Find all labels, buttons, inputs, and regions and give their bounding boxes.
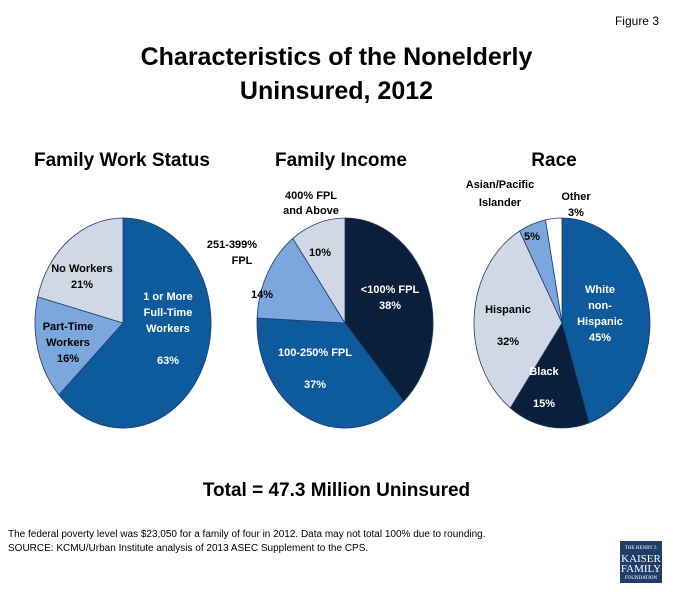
pie-slice [561, 217, 651, 424]
data-label: 21% [71, 279, 93, 291]
data-label: 15% [533, 398, 555, 410]
pie-slice [256, 317, 405, 429]
footnote-source: SOURCE: KCMU/Urban Institute analysis of… [8, 543, 369, 554]
slice-label: 251-399% [207, 239, 257, 251]
pie-title-income: Family Income [275, 150, 407, 171]
slice-label: Part-Time [43, 321, 94, 333]
slice-label: 1 or More [143, 291, 193, 303]
slice-label: White [585, 284, 615, 296]
slice-label: Other [561, 191, 591, 203]
slice-label: non- [588, 300, 612, 312]
slice-label: 100-250% FPL [278, 347, 352, 359]
slice-label: Islander [479, 197, 522, 209]
footnote-fpl: The federal poverty level was $23,050 fo… [8, 529, 486, 540]
slice-label: <100% FPL [361, 284, 420, 296]
pie-title-work: Family Work Status [34, 150, 210, 171]
figure-label: Figure 3 [614, 14, 659, 28]
pie-title-race: Race [531, 150, 577, 171]
kff-logo: THE HENRY J. KAISER FAMILY FOUNDATION [620, 541, 662, 583]
pie-slice [344, 217, 434, 402]
slice-label: Black [529, 366, 559, 378]
data-label: 3% [568, 207, 584, 219]
data-label: 38% [379, 300, 401, 312]
slice-label: Full-Time [144, 307, 193, 319]
slice-label: Workers [146, 323, 190, 335]
total-label: Total = 47.3 Million Uninsured [202, 480, 471, 501]
slice-label: 400% FPL [285, 190, 337, 202]
pie-slice [34, 296, 124, 396]
pie-slice [37, 217, 124, 324]
slice-label: Asian/Pacific [466, 179, 534, 191]
slice-label: Hispanic [577, 316, 623, 328]
title-line-2: Uninsured, 2012 [239, 77, 434, 105]
data-label: 37% [304, 379, 326, 391]
footnote: The federal poverty level was $23,050 fo… [8, 528, 486, 556]
slice-label: No Workers [51, 263, 113, 275]
data-label: 32% [497, 336, 519, 348]
slice-label: FPL [232, 255, 253, 267]
pie-slice [509, 321, 590, 429]
pie-slice [256, 237, 346, 324]
pie-slice [58, 217, 212, 429]
title-line-1: Characteristics of the Nonelderly [140, 43, 533, 71]
data-label: 10% [309, 247, 331, 259]
data-label: 63% [157, 355, 179, 367]
data-label: 5% [524, 231, 540, 243]
pie-slice [292, 217, 346, 325]
data-label: 16% [57, 353, 79, 365]
slice-label: and Above [283, 205, 339, 217]
data-label: 14% [251, 289, 273, 301]
chart-title: Characteristics of the Nonelderly Uninsu… [0, 40, 673, 108]
slice-label: Workers [46, 337, 90, 349]
slice-label: Hispanic [485, 304, 531, 316]
pie-slice [545, 217, 563, 324]
data-label: 45% [589, 332, 611, 344]
pie-slice [473, 230, 563, 409]
